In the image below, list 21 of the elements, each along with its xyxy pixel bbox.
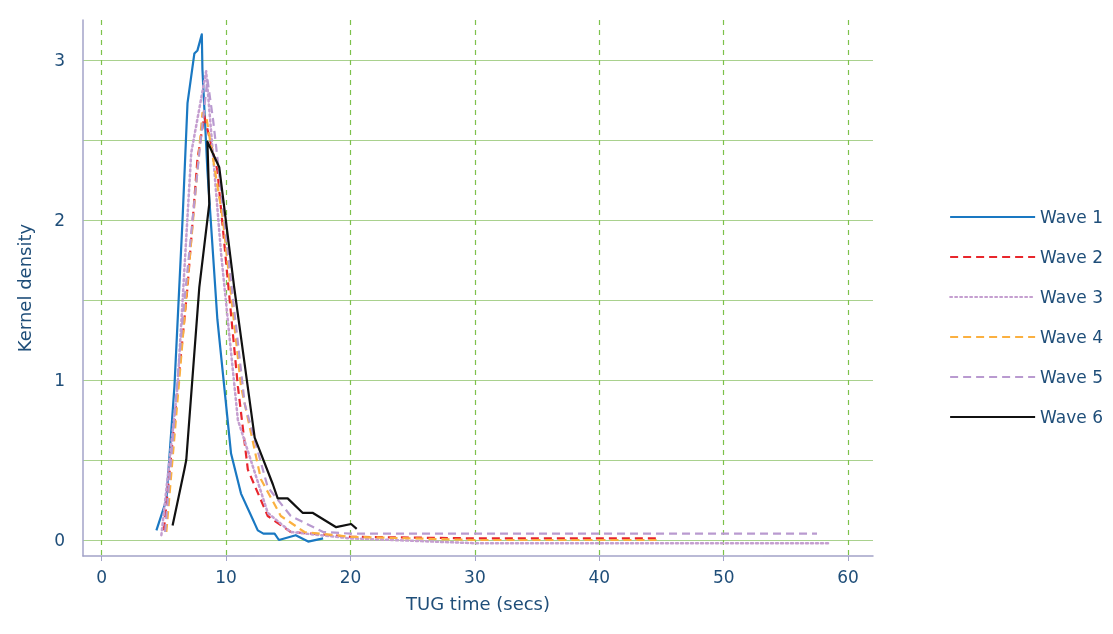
legend-label: Wave 4 bbox=[1040, 327, 1104, 347]
y-axis-title: Kernel density bbox=[13, 223, 35, 353]
y-tick-label: 3 bbox=[54, 50, 65, 70]
legend-label: Wave 3 bbox=[1040, 287, 1104, 307]
legend-label: Wave 1 bbox=[1040, 207, 1104, 227]
x-tick-label: 0 bbox=[96, 566, 108, 587]
x-tick-label: 50 bbox=[712, 566, 735, 587]
y-tick-label: 2 bbox=[54, 210, 65, 230]
y-tick-label: 0 bbox=[54, 530, 65, 550]
line-series bbox=[171, 140, 358, 530]
x-tick-label: 20 bbox=[339, 566, 362, 587]
x-axis-title: TUG time (secs) bbox=[405, 592, 550, 614]
legend-label: Wave 6 bbox=[1040, 407, 1104, 427]
x-tick-label: 60 bbox=[837, 566, 859, 587]
x-tick-label: 40 bbox=[588, 566, 611, 587]
legend-label: Wave 2 bbox=[1040, 247, 1104, 267]
line-series bbox=[155, 33, 325, 543]
y-tick-label: 1 bbox=[54, 370, 65, 390]
legend-label: Wave 5 bbox=[1040, 367, 1104, 387]
x-tick-label: 30 bbox=[464, 566, 486, 587]
x-tick-label: 10 bbox=[215, 566, 237, 587]
